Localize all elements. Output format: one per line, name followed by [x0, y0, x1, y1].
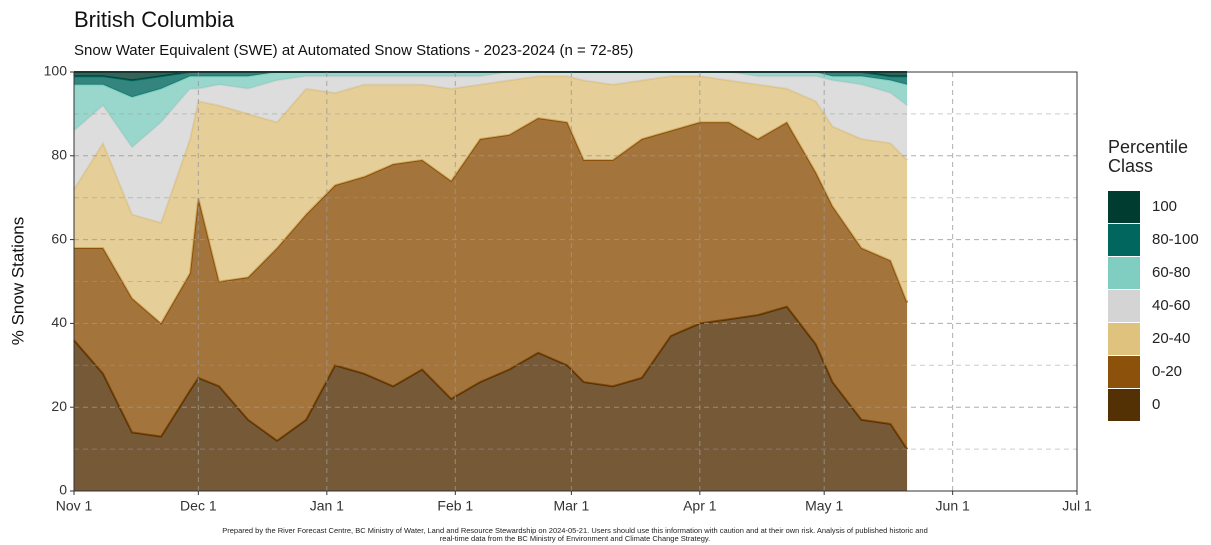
x-tick-label: Jan 1 [310, 498, 344, 514]
y-tick-label: 40 [51, 314, 67, 330]
legend-label: 0-20 [1152, 363, 1183, 380]
x-tick-label: May 1 [805, 498, 843, 514]
legend-swatch [1108, 223, 1140, 256]
y-axis-label: % Snow Stations [8, 217, 27, 346]
legend-title: Percentile Class [1108, 137, 1189, 176]
legend-item: 40-60 [1108, 289, 1208, 322]
legend-swatch [1108, 256, 1140, 289]
plot-border [73, 71, 1078, 492]
chart-title: British Columbia [74, 7, 235, 32]
legend-swatch [1108, 289, 1140, 322]
area [74, 76, 908, 324]
x-tick-label: Jun 1 [936, 498, 970, 514]
area [74, 306, 908, 491]
y-tick-label: 100 [44, 63, 68, 79]
x-tick-label: Dec 1 [180, 498, 217, 514]
legend-item: 80-100 [1108, 223, 1208, 256]
legend-label: 60-80 [1152, 264, 1191, 281]
legend-item: 100 [1108, 190, 1208, 223]
legend-item: 0 [1108, 388, 1208, 421]
legend: Percentile Class 100 80-100 60-80 40-60 20-4… [1108, 138, 1208, 421]
area [74, 72, 908, 223]
y-tick-label: 0 [59, 482, 67, 498]
y-tick-label: 60 [51, 230, 67, 246]
y-tick-label: 80 [51, 147, 67, 163]
area [74, 118, 908, 450]
legend-label: 100 [1152, 198, 1178, 215]
legend-swatch [1108, 322, 1140, 355]
legend-label: 20-40 [1152, 330, 1191, 347]
x-tick-label: Apr 1 [683, 498, 717, 514]
x-tick-label: Jul 1 [1062, 498, 1092, 514]
legend-label: 0 [1152, 396, 1161, 413]
legend-label: 40-60 [1152, 297, 1191, 314]
legend-swatch [1108, 190, 1140, 223]
x-tick-label: Nov 1 [56, 498, 93, 514]
legend-label: 80-100 [1152, 231, 1199, 248]
x-tick-label: Feb 1 [437, 498, 473, 514]
legend-swatch [1108, 355, 1140, 388]
y-tick-label: 20 [51, 398, 67, 414]
legend-swatch [1108, 388, 1140, 421]
chart-subtitle: Snow Water Equivalent (SWE) at Automated… [74, 42, 633, 59]
legend-item: 0-20 [1108, 355, 1208, 388]
x-tick-label: Mar 1 [553, 498, 589, 514]
legend-item: 60-80 [1108, 256, 1208, 289]
footnote: Prepared by the River Forecast Centre, B… [222, 526, 928, 543]
legend-item: 20-40 [1108, 322, 1208, 355]
